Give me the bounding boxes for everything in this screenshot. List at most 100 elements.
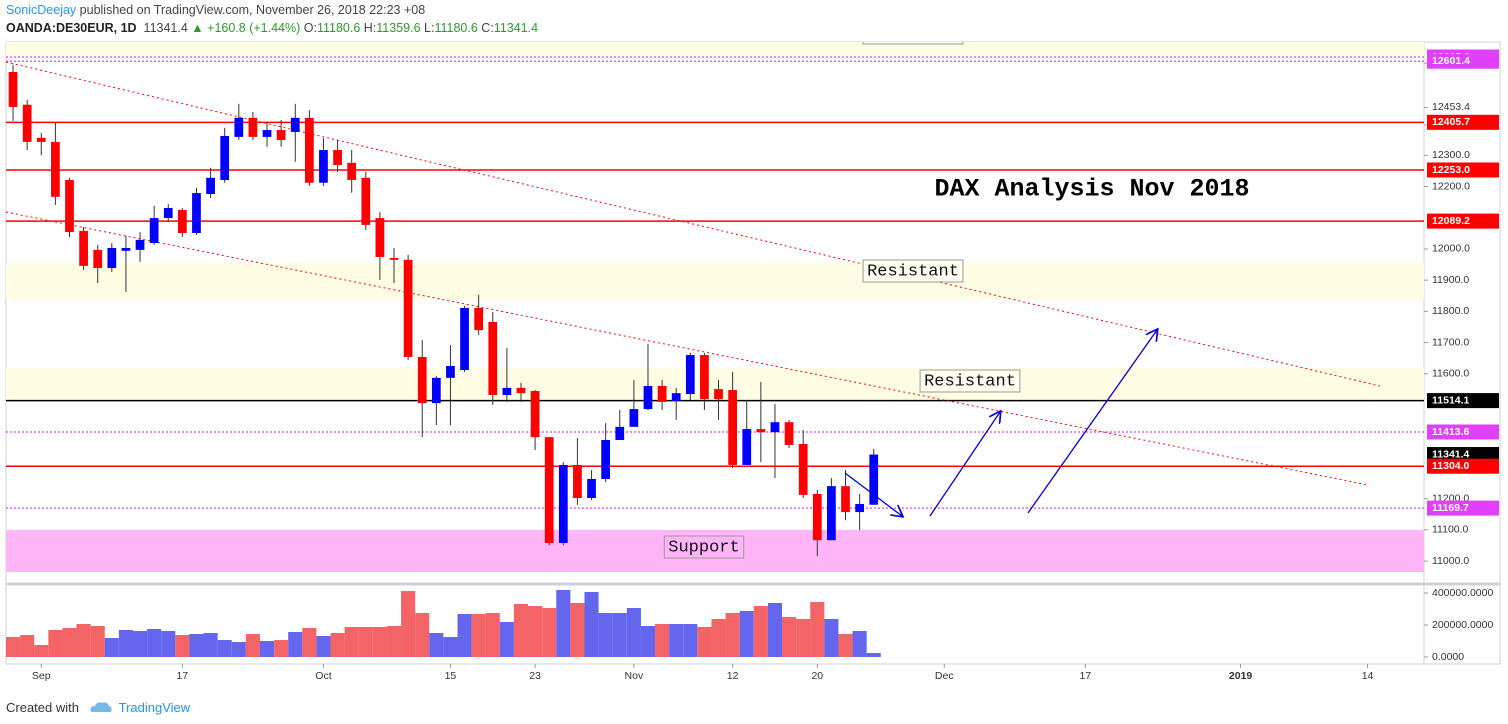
candle-body: [290, 117, 300, 132]
ohlc-value: 11359.6: [376, 21, 421, 35]
volume-bar: [711, 619, 726, 657]
y-tick-label: 11800.0: [1432, 305, 1469, 317]
x-tick-label: Sep: [32, 670, 51, 682]
trendline: [6, 61, 1381, 387]
level-box: [1427, 53, 1499, 69]
candle-body: [446, 366, 455, 378]
volume-bar: [344, 627, 359, 657]
x-tick-label: 12: [727, 670, 739, 682]
y-tick-label: 11900.0: [1432, 274, 1469, 286]
volume-bar: [626, 608, 641, 657]
volume-bar: [147, 629, 162, 657]
volume-bar: [358, 627, 373, 657]
level-box: [1427, 458, 1499, 474]
level-box: [1427, 424, 1499, 440]
level-label: 11514.1: [1432, 394, 1470, 406]
footer: Created with TradingView: [6, 698, 190, 715]
volume-bar: [217, 640, 232, 657]
volume-bar: [598, 613, 613, 657]
volume-bar: [386, 626, 402, 657]
volume-bar: [6, 637, 21, 657]
candle-body: [135, 239, 145, 250]
x-tick-label: 17: [177, 670, 189, 682]
volume-bar: [485, 613, 500, 657]
x-tick-label: 17: [1080, 670, 1092, 682]
brand[interactable]: TradingView: [118, 700, 191, 715]
volume-bar: [669, 624, 684, 657]
volume-bar: [612, 613, 627, 657]
candle-body: [573, 464, 582, 499]
candle-body: [347, 162, 357, 180]
level-label: 11341.4: [1432, 448, 1470, 460]
candle-body: [558, 464, 568, 543]
trendline: [6, 211, 1369, 486]
author[interactable]: SonicDeejay: [6, 3, 77, 17]
logo: [90, 702, 112, 712]
volume-bar: [542, 608, 557, 657]
zone-label-box: [919, 369, 1021, 393]
arrow: [929, 412, 1000, 517]
chart-title: DAX Analysis Nov 2018: [934, 175, 1249, 204]
candle-body: [79, 230, 88, 266]
level-box: [1427, 393, 1499, 409]
candle-body: [319, 150, 328, 183]
volume-bar: [753, 606, 768, 657]
zone-label-box: [862, 42, 964, 45]
candle-body: [714, 389, 723, 400]
volume-bar: [203, 633, 218, 657]
change: ▲ +160.8 (+1.44%): [191, 21, 301, 35]
volume-bar: [570, 603, 585, 657]
volume-bar: [528, 606, 543, 657]
ohlc-key: O:: [303, 21, 317, 35]
volume-bar: [175, 635, 190, 657]
volume-bar: [259, 641, 275, 657]
candle-body: [685, 355, 695, 395]
volume-bar: [104, 638, 119, 657]
candle-body: [756, 429, 766, 433]
volume-bar: [118, 630, 133, 657]
created-with: Created with: [6, 700, 79, 715]
x-tick-label: 14: [1362, 670, 1374, 682]
levels: [6, 56, 1424, 509]
volume-bar: [782, 617, 797, 657]
candle-body: [798, 444, 808, 495]
symbol: OANDA:DE30EUR, 1D: [6, 21, 137, 35]
volume-bar: [34, 645, 49, 657]
volume-bar: [499, 622, 514, 657]
x-tick-label: 15: [445, 670, 457, 682]
chart: Resistant Resistant Resistant Support DAX A…: [5, 41, 1501, 682]
y-tick-label: 12000.0: [1432, 243, 1470, 255]
candle-body: [51, 141, 60, 197]
candle-body: [234, 117, 244, 137]
ohlc: O:11180.6 H:11359.6 L:11180.6 C:11341.4: [304, 21, 538, 35]
volume-bar: [90, 626, 105, 657]
volume-bar: [824, 619, 839, 657]
candle-body: [502, 387, 512, 396]
candle-body: [869, 454, 879, 505]
ohlc-value: 11341.4: [493, 21, 539, 35]
published: published on TradingView.com, November 2…: [79, 3, 426, 17]
volume-bar: [683, 624, 698, 657]
level-label: 12253.0: [1432, 164, 1470, 176]
candle-body: [841, 486, 850, 513]
ohlc-key: C:: [481, 21, 494, 35]
volume-bar: [767, 603, 783, 657]
x-tick-label: Oct: [315, 670, 331, 682]
symbol-line: OANDA:DE30EUR, 1D 11341.4 ▲ +160.8 (+1.4…: [6, 21, 538, 35]
x-tick-label: 23: [529, 670, 541, 682]
candle-body: [389, 258, 399, 260]
ohlc-value: 11180.6: [434, 21, 478, 35]
volume-bar: [457, 614, 472, 657]
arrow: [1027, 330, 1157, 514]
level-label: 11413.6: [1432, 426, 1470, 438]
volume-bar: [161, 631, 176, 657]
volume-tick-label: 0.0000: [1432, 651, 1464, 663]
volume-bar: [231, 642, 246, 657]
candle-body: [855, 503, 864, 513]
candles: [8, 64, 879, 557]
candle-body: [657, 385, 667, 402]
axes: 12595.212453.412397.212300.012200.012000…: [32, 49, 1499, 682]
ohlc-value: 11180.6: [316, 21, 361, 35]
candle-body: [262, 130, 272, 137]
